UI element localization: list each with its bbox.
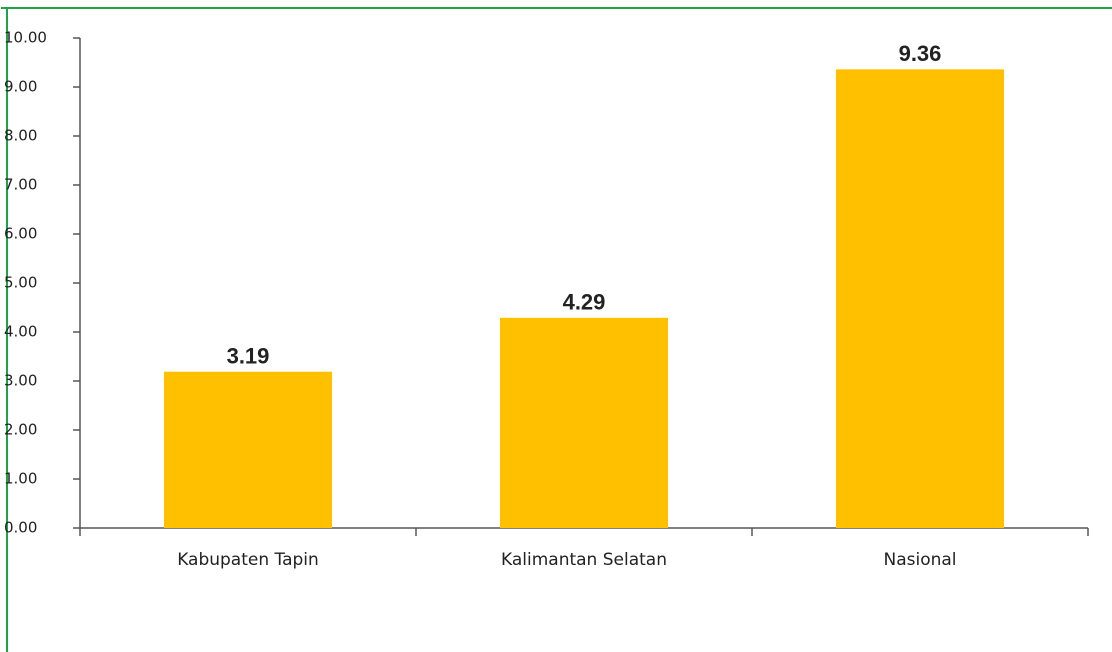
y-tick-label: 0.00 <box>4 519 37 537</box>
y-tick-label: 4.00 <box>4 323 37 341</box>
bar <box>164 371 332 528</box>
y-tick-label: 9.00 <box>4 78 37 96</box>
data-label: 9.36 <box>899 41 942 66</box>
y-tick-label: 7.00 <box>4 176 37 194</box>
bar <box>500 317 668 528</box>
y-tick-label: 10.00 <box>4 29 47 47</box>
x-tick-label: Kabupaten Tapin <box>177 550 319 570</box>
y-tick-label: 1.00 <box>4 470 37 488</box>
y-tick-label: 6.00 <box>4 225 37 243</box>
y-tick-label: 2.00 <box>4 421 37 439</box>
y-tick-label: 8.00 <box>4 127 37 145</box>
x-tick-label: Kalimantan Selatan <box>501 550 667 570</box>
y-tick-label: 5.00 <box>4 274 37 292</box>
bar <box>836 69 1004 529</box>
x-tick-label: Nasional <box>883 550 956 570</box>
data-label: 3.19 <box>227 344 270 369</box>
data-label: 4.29 <box>563 290 606 315</box>
y-tick-label: 3.00 <box>4 372 37 390</box>
